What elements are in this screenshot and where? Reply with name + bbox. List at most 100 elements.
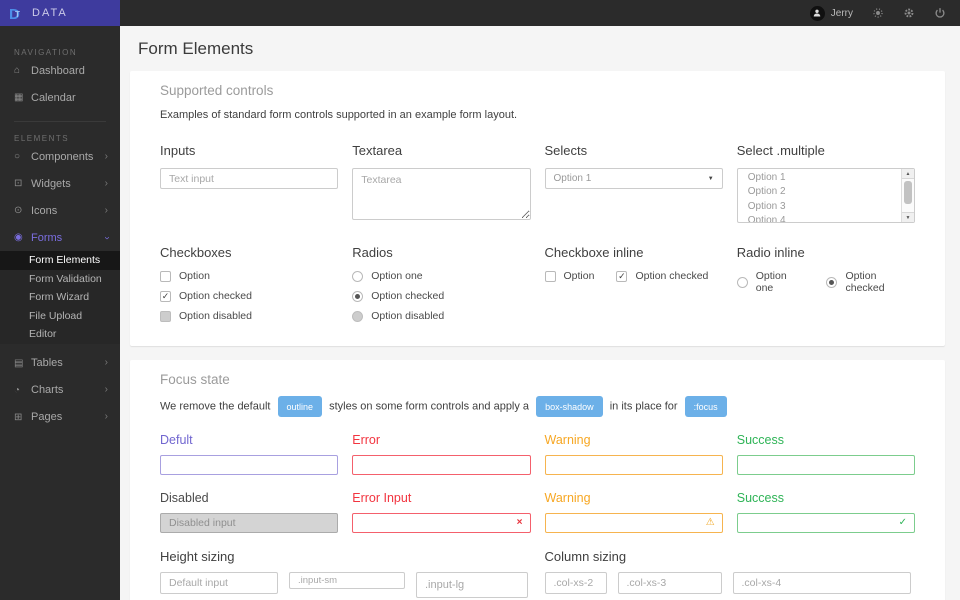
- sidebar-item-calendar[interactable]: ▦ Calendar: [0, 84, 120, 111]
- error-label: Error: [352, 433, 381, 447]
- submenu-item-editor[interactable]: Editor: [0, 325, 120, 344]
- radio-disabled-icon: [352, 310, 364, 322]
- default-label: Defult: [160, 433, 193, 447]
- submenu-item-form-validation[interactable]: Form Validation: [0, 270, 120, 289]
- list-circle-icon: ◉: [14, 232, 23, 243]
- user-menu[interactable]: Jerry: [809, 5, 853, 21]
- submenu-item-file-upload[interactable]: File Upload: [0, 307, 120, 326]
- col-xs-4-input[interactable]: [732, 572, 911, 594]
- sidebar-item-label: Icons: [31, 204, 58, 217]
- checkbox-checked-icon[interactable]: ✓: [160, 290, 171, 302]
- scroll-up-icon[interactable]: ▲: [902, 169, 914, 179]
- checkbox-disabled-icon: [160, 310, 171, 322]
- radio-unchecked-icon[interactable]: [352, 270, 364, 282]
- scroll-down-icon[interactable]: ▼: [902, 212, 914, 222]
- checkbox-unchecked-icon[interactable]: [160, 270, 171, 282]
- submenu-item-form-elements[interactable]: Form Elements: [0, 251, 120, 270]
- multi-select-option[interactable]: Option 4: [747, 215, 786, 223]
- description-text: in its place for: [609, 400, 678, 413]
- monitor-icon: ⊡: [14, 178, 23, 189]
- box-shadow-badge: box-shadow: [536, 396, 603, 417]
- sidebar-item-widgets[interactable]: ⊡ Widgets ›: [0, 170, 120, 197]
- calendar-icon: ▦: [14, 92, 24, 103]
- sidebar-item-tables[interactable]: ▤ Tables ›: [0, 350, 120, 377]
- col-xs-3-input[interactable]: [617, 572, 722, 594]
- option-label: Option disabled: [371, 310, 445, 322]
- submenu-item-label: Form Wizard: [29, 291, 90, 304]
- sidebar-item-dashboard[interactable]: ⌂ Dashboard: [0, 57, 120, 84]
- multi-select-option[interactable]: Option 3: [747, 200, 786, 212]
- submenu-item-form-wizard[interactable]: Form Wizard: [0, 288, 120, 307]
- checkbox-option[interactable]: Option: [160, 270, 338, 282]
- sidebar-item-label: Components: [31, 150, 94, 163]
- multi-select-option[interactable]: Option 2: [747, 186, 786, 197]
- sidebar-item-label: Widgets: [31, 177, 71, 190]
- sidebar-item-components[interactable]: ○ Components ›: [0, 143, 120, 170]
- scrollbar-thumb[interactable]: [904, 181, 912, 204]
- home-icon: ⌂: [14, 65, 21, 76]
- sidebar-item-charts[interactable]: ◔ Charts ›: [0, 377, 120, 404]
- text-input[interactable]: [160, 168, 339, 189]
- select-dropdown[interactable]: Option 1 ▼: [544, 168, 723, 189]
- textarea-input[interactable]: [352, 168, 531, 220]
- checkbox-checked-icon[interactable]: ✓: [616, 270, 628, 282]
- default-size-input[interactable]: [160, 572, 278, 594]
- error-input-with-icon[interactable]: [352, 513, 531, 533]
- sidebar-item-label: Tables: [31, 357, 63, 369]
- option-label: Option: [563, 270, 595, 282]
- height-sizing-label: Height sizing: [160, 549, 235, 564]
- input-lg[interactable]: [416, 572, 528, 598]
- warning-input-with-icon[interactable]: [544, 513, 723, 533]
- panel-description: Examples of standard form controls suppo…: [160, 109, 518, 121]
- sidebar-item-forms[interactable]: ◉ Forms ›: [0, 224, 120, 251]
- checkbox-option[interactable]: ✓ Option checked: [160, 290, 338, 302]
- checkbox-unchecked-icon[interactable]: [544, 270, 556, 282]
- option-label: Option checked: [179, 290, 252, 302]
- radio-option[interactable]: Option one: [736, 270, 805, 294]
- circle-icon: ○: [14, 151, 21, 162]
- input-sm[interactable]: [289, 572, 405, 589]
- cross-icon: ×: [516, 517, 523, 528]
- radio-option[interactable]: Option checked: [352, 290, 530, 302]
- sidebar-item-icons[interactable]: ⊙ Icons ›: [0, 197, 120, 224]
- sidebar-item-label: Pages: [31, 411, 63, 423]
- logout-button[interactable]: [934, 7, 946, 19]
- col-xs-2-input[interactable]: [544, 572, 607, 594]
- multi-select-option[interactable]: Option 1: [747, 171, 786, 183]
- forms-submenu: Form Elements Form Validation Form Wizar…: [0, 251, 120, 344]
- checkbox-option[interactable]: ✓ Option checked: [616, 270, 708, 282]
- submenu-item-label: Form Elements: [29, 254, 101, 267]
- submenu-item-label: Form Validation: [29, 272, 102, 285]
- checkbox-option[interactable]: Option: [544, 270, 595, 282]
- success-input[interactable]: [736, 455, 915, 475]
- success-input-with-icon[interactable]: [736, 513, 915, 533]
- radio-option[interactable]: Option checked: [826, 270, 915, 294]
- option-label: Option disabled: [179, 310, 252, 322]
- radio-checked-icon[interactable]: [826, 276, 838, 288]
- app-logo[interactable]: D T DATA: [0, 0, 120, 26]
- description-text: We remove the default: [160, 400, 271, 413]
- panel-title: Focus state: [160, 372, 230, 387]
- sidebar-section-navigation: NAVIGATION: [14, 48, 78, 57]
- brightness-button[interactable]: [872, 7, 884, 19]
- submenu-item-label: Editor: [29, 328, 57, 341]
- multi-select[interactable]: Option 1 Option 2 Option 3 Option 4 ▲ ▼: [736, 168, 915, 223]
- error-input[interactable]: [352, 455, 531, 475]
- power-icon: [935, 8, 945, 18]
- settings-button[interactable]: [903, 7, 915, 19]
- radio-checked-icon[interactable]: [352, 290, 364, 302]
- warning-input[interactable]: [544, 455, 723, 475]
- check-icon: ✓: [898, 517, 907, 528]
- chevron-right-icon: ›: [104, 177, 108, 189]
- select-value: Option 1: [553, 173, 592, 184]
- radio-unchecked-icon[interactable]: [736, 276, 748, 288]
- sidebar-item-pages[interactable]: ⊞ Pages ›: [0, 404, 120, 431]
- disabled-label: Disabled: [160, 491, 209, 505]
- logo-icon: D T: [9, 6, 24, 22]
- sun-icon: [873, 8, 883, 18]
- radio-option[interactable]: Option one: [352, 270, 530, 282]
- focus-badge: :focus: [684, 396, 727, 417]
- supported-controls-panel: Supported controls Examples of standard …: [130, 71, 945, 346]
- default-input[interactable]: [160, 455, 339, 475]
- outline-badge: outline: [277, 396, 323, 417]
